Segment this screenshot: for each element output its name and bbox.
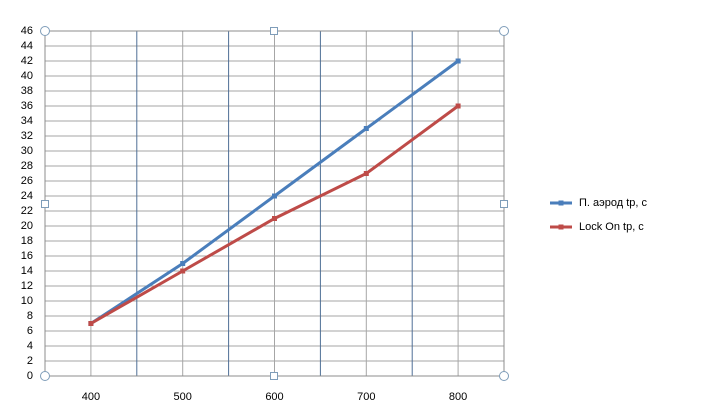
legend-label: П. аэрод tр, с [579, 197, 648, 209]
y-tick-label: 34 [21, 115, 33, 127]
y-tick-label: 10 [21, 295, 33, 307]
y-tick-label: 2 [27, 355, 33, 367]
y-tick-label: 42 [21, 55, 33, 67]
y-tick-label: 46 [21, 25, 33, 37]
y-tick-label: 14 [21, 265, 33, 277]
y-tick-label: 18 [21, 235, 33, 247]
y-tick-label: 22 [21, 205, 33, 217]
y-tick-label: 12 [21, 280, 33, 292]
y-tick-label: 24 [21, 190, 33, 202]
y-tick-label: 36 [21, 100, 33, 112]
y-tick-label: 4 [27, 340, 33, 352]
x-tick-label: 800 [449, 391, 467, 403]
data-point [363, 126, 369, 131]
data-point [455, 103, 461, 109]
y-tick-label: 38 [21, 85, 33, 97]
y-tick-label: 26 [21, 175, 33, 187]
y-tick-label: 32 [21, 130, 33, 142]
y-tick-label: 44 [21, 40, 33, 52]
y-tick-label: 30 [21, 145, 33, 157]
plot-area: 0246810121416182022242628303234363840424… [21, 25, 648, 403]
y-tick-label: 28 [21, 160, 33, 172]
data-point [88, 321, 94, 326]
selection-handles [40, 26, 509, 381]
legend-label: Lock On tр, с [579, 221, 644, 233]
data-point [455, 58, 461, 64]
handle[interactable] [270, 372, 278, 380]
data-point [363, 171, 369, 176]
data-point [272, 193, 277, 199]
data-point [180, 261, 186, 266]
data-point [180, 268, 186, 274]
y-tick-label: 20 [21, 220, 33, 232]
x-tick-label: 400 [82, 391, 100, 403]
y-tick-label: 0 [27, 370, 33, 382]
y-tick-label: 6 [27, 325, 33, 337]
handle[interactable] [270, 27, 278, 35]
handle[interactable] [40, 371, 50, 381]
legend-marker [558, 200, 564, 206]
y-tick-label: 8 [27, 310, 33, 322]
x-tick-label: 700 [357, 391, 375, 403]
handle[interactable] [40, 26, 50, 36]
handle[interactable] [41, 200, 49, 208]
handle[interactable] [499, 371, 509, 381]
y-tick-label: 40 [21, 70, 33, 82]
handle[interactable] [500, 200, 508, 208]
x-tick-label: 500 [174, 391, 192, 403]
handle[interactable] [499, 26, 509, 36]
data-point [272, 216, 277, 221]
x-tick-label: 600 [265, 391, 283, 403]
legend-marker [558, 224, 564, 230]
y-tick-label: 16 [21, 250, 33, 262]
